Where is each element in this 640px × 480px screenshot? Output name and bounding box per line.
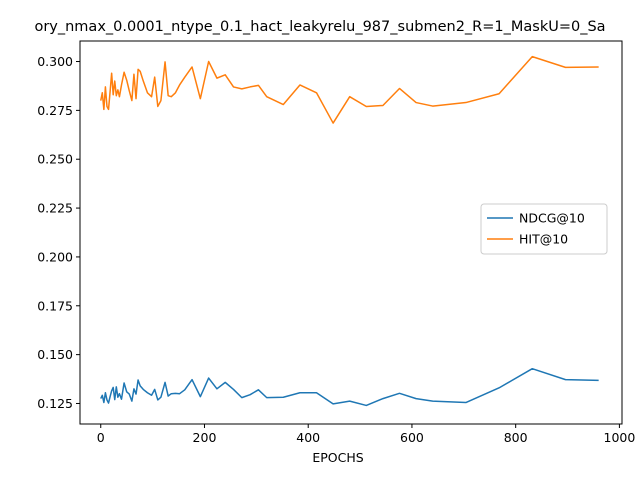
plot-series <box>100 55 599 407</box>
x-tick-label: 800 <box>504 430 528 445</box>
y-tick-label: 0.175 <box>37 298 73 313</box>
legend-box <box>480 203 608 255</box>
series-line-ndcg10 <box>100 367 599 407</box>
x-axis: 0 200 400 600 800 1000 <box>97 424 636 445</box>
x-axis-label: EPOCHS <box>312 450 363 465</box>
y-axis: 0.125 0.150 0.175 0.200 0.225 0.250 0.275 0.300 <box>37 54 80 411</box>
y-tick-label: 0.150 <box>37 347 73 362</box>
y-tick-label: 0.300 <box>37 54 73 69</box>
x-tick-label: 0 <box>97 430 105 445</box>
legend-label: NDCG@10 <box>519 211 585 226</box>
legend-label: HIT@10 <box>519 232 568 247</box>
x-tick-label: 1000 <box>604 430 636 445</box>
plot-area-frame <box>79 40 623 425</box>
y-tick-label: 0.125 <box>37 396 73 411</box>
y-tick-label: 0.275 <box>37 103 73 118</box>
y-tick-label: 0.225 <box>37 201 73 216</box>
x-tick-label: 600 <box>400 430 424 445</box>
x-tick-label: 400 <box>296 430 320 445</box>
y-tick-label: 0.250 <box>37 152 73 167</box>
chart-title: ory_nmax_0.0001_ntype_0.1_hact_leakyrelu… <box>34 19 605 35</box>
series-line-hit10 <box>100 55 599 124</box>
legend: NDCG@10 HIT@10 <box>480 203 608 255</box>
x-tick-label: 200 <box>193 430 217 445</box>
y-tick-label: 0.200 <box>37 249 73 264</box>
